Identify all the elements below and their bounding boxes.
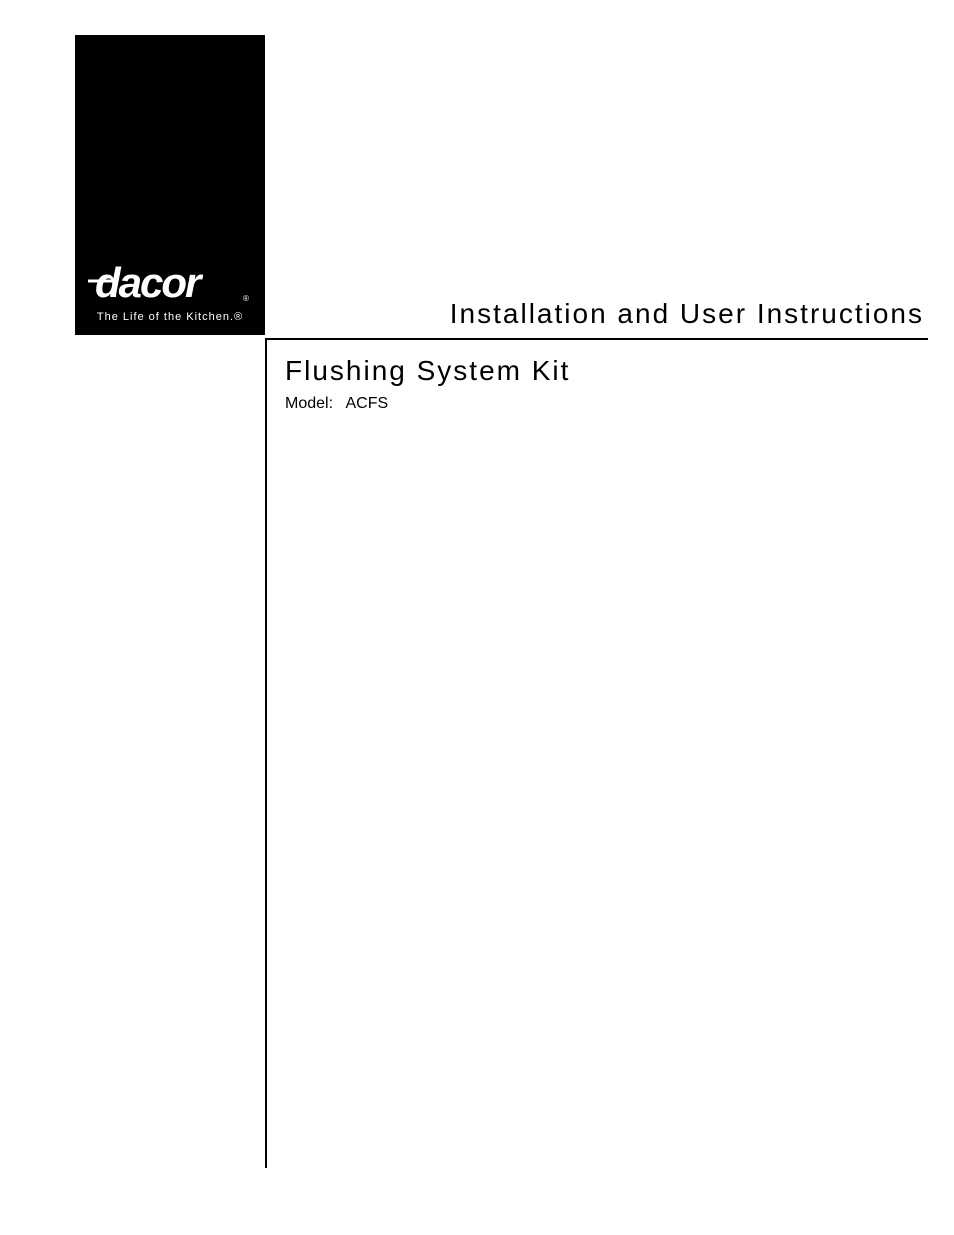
model-label: Model: — [285, 395, 333, 412]
model-info: Model: ACFS — [285, 395, 388, 413]
svg-text:®: ® — [243, 294, 249, 303]
document-header-title: Installation and User Instructions — [450, 298, 924, 330]
product-name: Flushing System Kit — [285, 355, 570, 387]
vertical-divider — [265, 338, 267, 1168]
logo-container: dacor ® The Life of the Kitchen.® — [75, 259, 265, 323]
model-value: ACFS — [345, 395, 388, 412]
brand-tagline: The Life of the Kitchen.® — [97, 311, 243, 323]
logo-block: dacor ® The Life of the Kitchen.® — [75, 35, 265, 335]
horizontal-divider — [265, 338, 928, 340]
brand-logo-svg: dacor ® — [85, 259, 255, 307]
